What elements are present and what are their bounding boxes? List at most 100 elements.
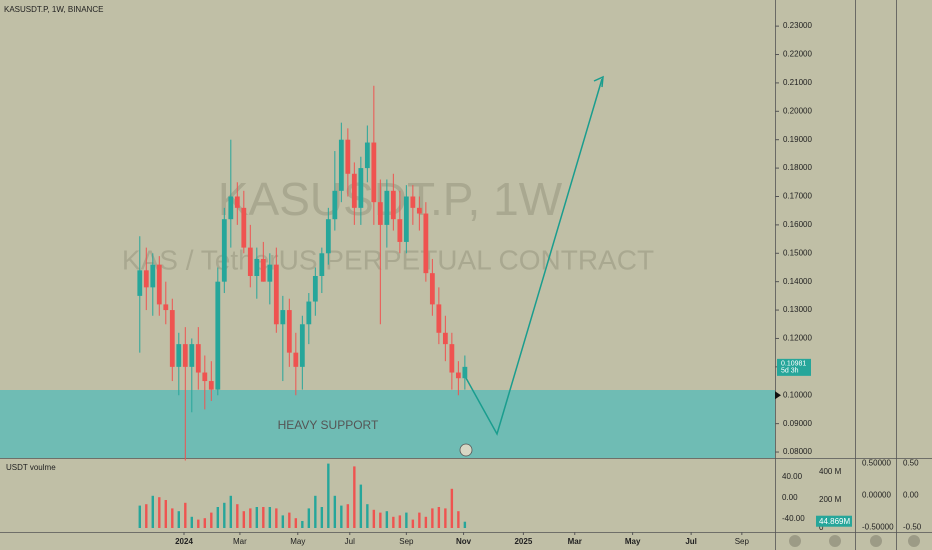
- candle-body: [182, 344, 188, 367]
- volume-bar: [314, 495, 317, 528]
- last-price: 0.10981: [781, 361, 806, 368]
- candle-body: [377, 202, 383, 225]
- y-tick-label: 0.09000: [783, 419, 812, 428]
- candle-body: [332, 190, 338, 220]
- candle-body: [455, 372, 461, 379]
- candle-body: [423, 213, 429, 274]
- volume-bar: [268, 506, 272, 528]
- candle-body: [143, 270, 149, 288]
- support-zone: [0, 390, 775, 458]
- candle-body: [325, 219, 331, 254]
- volume-bar: [366, 504, 369, 528]
- candle-body: [228, 196, 234, 220]
- candle-body: [156, 264, 162, 305]
- chart-title: KASUSDT.P, 1W, BINANCE: [4, 5, 103, 14]
- toolbar-button[interactable]: [829, 535, 841, 547]
- volume-bar: [463, 521, 467, 528]
- toolbar-button[interactable]: [870, 535, 882, 547]
- candle-body: [306, 301, 312, 325]
- volume-bar: [294, 518, 298, 528]
- x-tick-label: Nov: [456, 537, 472, 546]
- volume-bar: [327, 463, 330, 528]
- candle-body: [390, 190, 396, 220]
- y-tick-label: 0.22000: [783, 50, 812, 59]
- price-marker: [775, 391, 781, 400]
- volume-bar: [379, 512, 382, 528]
- x-tick-label: 2024: [175, 537, 193, 546]
- volume-bar: [424, 516, 428, 528]
- side-tick-label: -0.50: [903, 523, 922, 532]
- volume-bar: [210, 512, 213, 528]
- volume-last-box: [816, 515, 852, 527]
- countdown: 5d 3h: [781, 368, 799, 375]
- candle-body: [189, 344, 195, 367]
- candle-body: [254, 258, 260, 276]
- candle-body: [176, 344, 182, 367]
- volume-bar: [262, 506, 265, 528]
- x-tick-label: 2025: [514, 537, 532, 546]
- volume-bar: [431, 508, 434, 528]
- x-tick-label: Jul: [345, 537, 355, 546]
- volume-bar: [158, 497, 161, 528]
- volume-bar: [307, 508, 311, 528]
- volume-bar: [203, 518, 207, 528]
- y-tick-label: 0.20000: [783, 106, 812, 115]
- volume-bar: [340, 505, 343, 528]
- candle-body: [358, 168, 364, 208]
- volume-bar: [275, 508, 278, 528]
- volume-bar: [333, 495, 337, 528]
- volume-bar: [457, 511, 460, 528]
- volume-bar: [372, 509, 376, 528]
- candle-body: [150, 264, 156, 288]
- y-tick-label: 0.08000: [783, 447, 812, 456]
- y-tick-label: 0.23000: [783, 21, 812, 30]
- volume-bar: [353, 466, 356, 528]
- osc-tick-label: 0.00: [782, 493, 798, 502]
- y-tick-label: 0.14000: [783, 277, 812, 286]
- candle-body: [397, 219, 403, 242]
- candle-body: [449, 344, 455, 373]
- volume-bar: [288, 512, 291, 528]
- x-tick-label: Mar: [568, 537, 582, 546]
- volume-bar: [281, 515, 285, 528]
- candle-body: [267, 264, 273, 282]
- candle-body: [338, 139, 344, 191]
- volume-bar: [249, 508, 252, 528]
- toolbar-button[interactable]: [789, 535, 801, 547]
- candle-body: [442, 332, 448, 345]
- watermark-subtitle: KAS / TetherUS PERPETUAL CONTRACT: [122, 244, 654, 275]
- candle-body: [163, 304, 169, 311]
- osc-tick-label: -40.00: [782, 514, 805, 523]
- x-tick-label: Mar: [233, 537, 247, 546]
- icon[interactable]: [459, 443, 473, 457]
- volume-title: USDT voulme: [6, 463, 56, 472]
- projection-arrow: [465, 78, 603, 436]
- y-tick-label: 0.16000: [783, 220, 812, 229]
- candle-body: [429, 273, 435, 305]
- volume-bar: [216, 506, 220, 528]
- volume-bar: [444, 508, 447, 528]
- last-price-box: [777, 358, 811, 376]
- volume-bar: [255, 506, 259, 528]
- y-tick-label: 0.15000: [783, 248, 812, 257]
- candle-body: [221, 219, 227, 282]
- candle-body: [280, 310, 286, 325]
- volume-bar: [437, 506, 441, 528]
- volume-bar: [223, 502, 226, 528]
- candle-body: [351, 173, 357, 208]
- candle-body: [241, 207, 247, 248]
- volume-bar: [320, 506, 324, 528]
- candle-body: [137, 270, 143, 296]
- volume-bar: [242, 511, 246, 528]
- candle-body: [299, 324, 305, 367]
- candle-body: [364, 142, 370, 169]
- toolbar-button[interactable]: [908, 535, 920, 547]
- y-tick-label: 0.18000: [783, 163, 812, 172]
- side-tick-label: -0.50000: [862, 523, 894, 532]
- volume-bar: [346, 504, 350, 528]
- y-tick-label: 0.12000: [783, 334, 812, 343]
- side-tick-label: 0.00: [903, 491, 919, 500]
- volume-bar: [177, 511, 180, 528]
- candle-body: [371, 142, 377, 203]
